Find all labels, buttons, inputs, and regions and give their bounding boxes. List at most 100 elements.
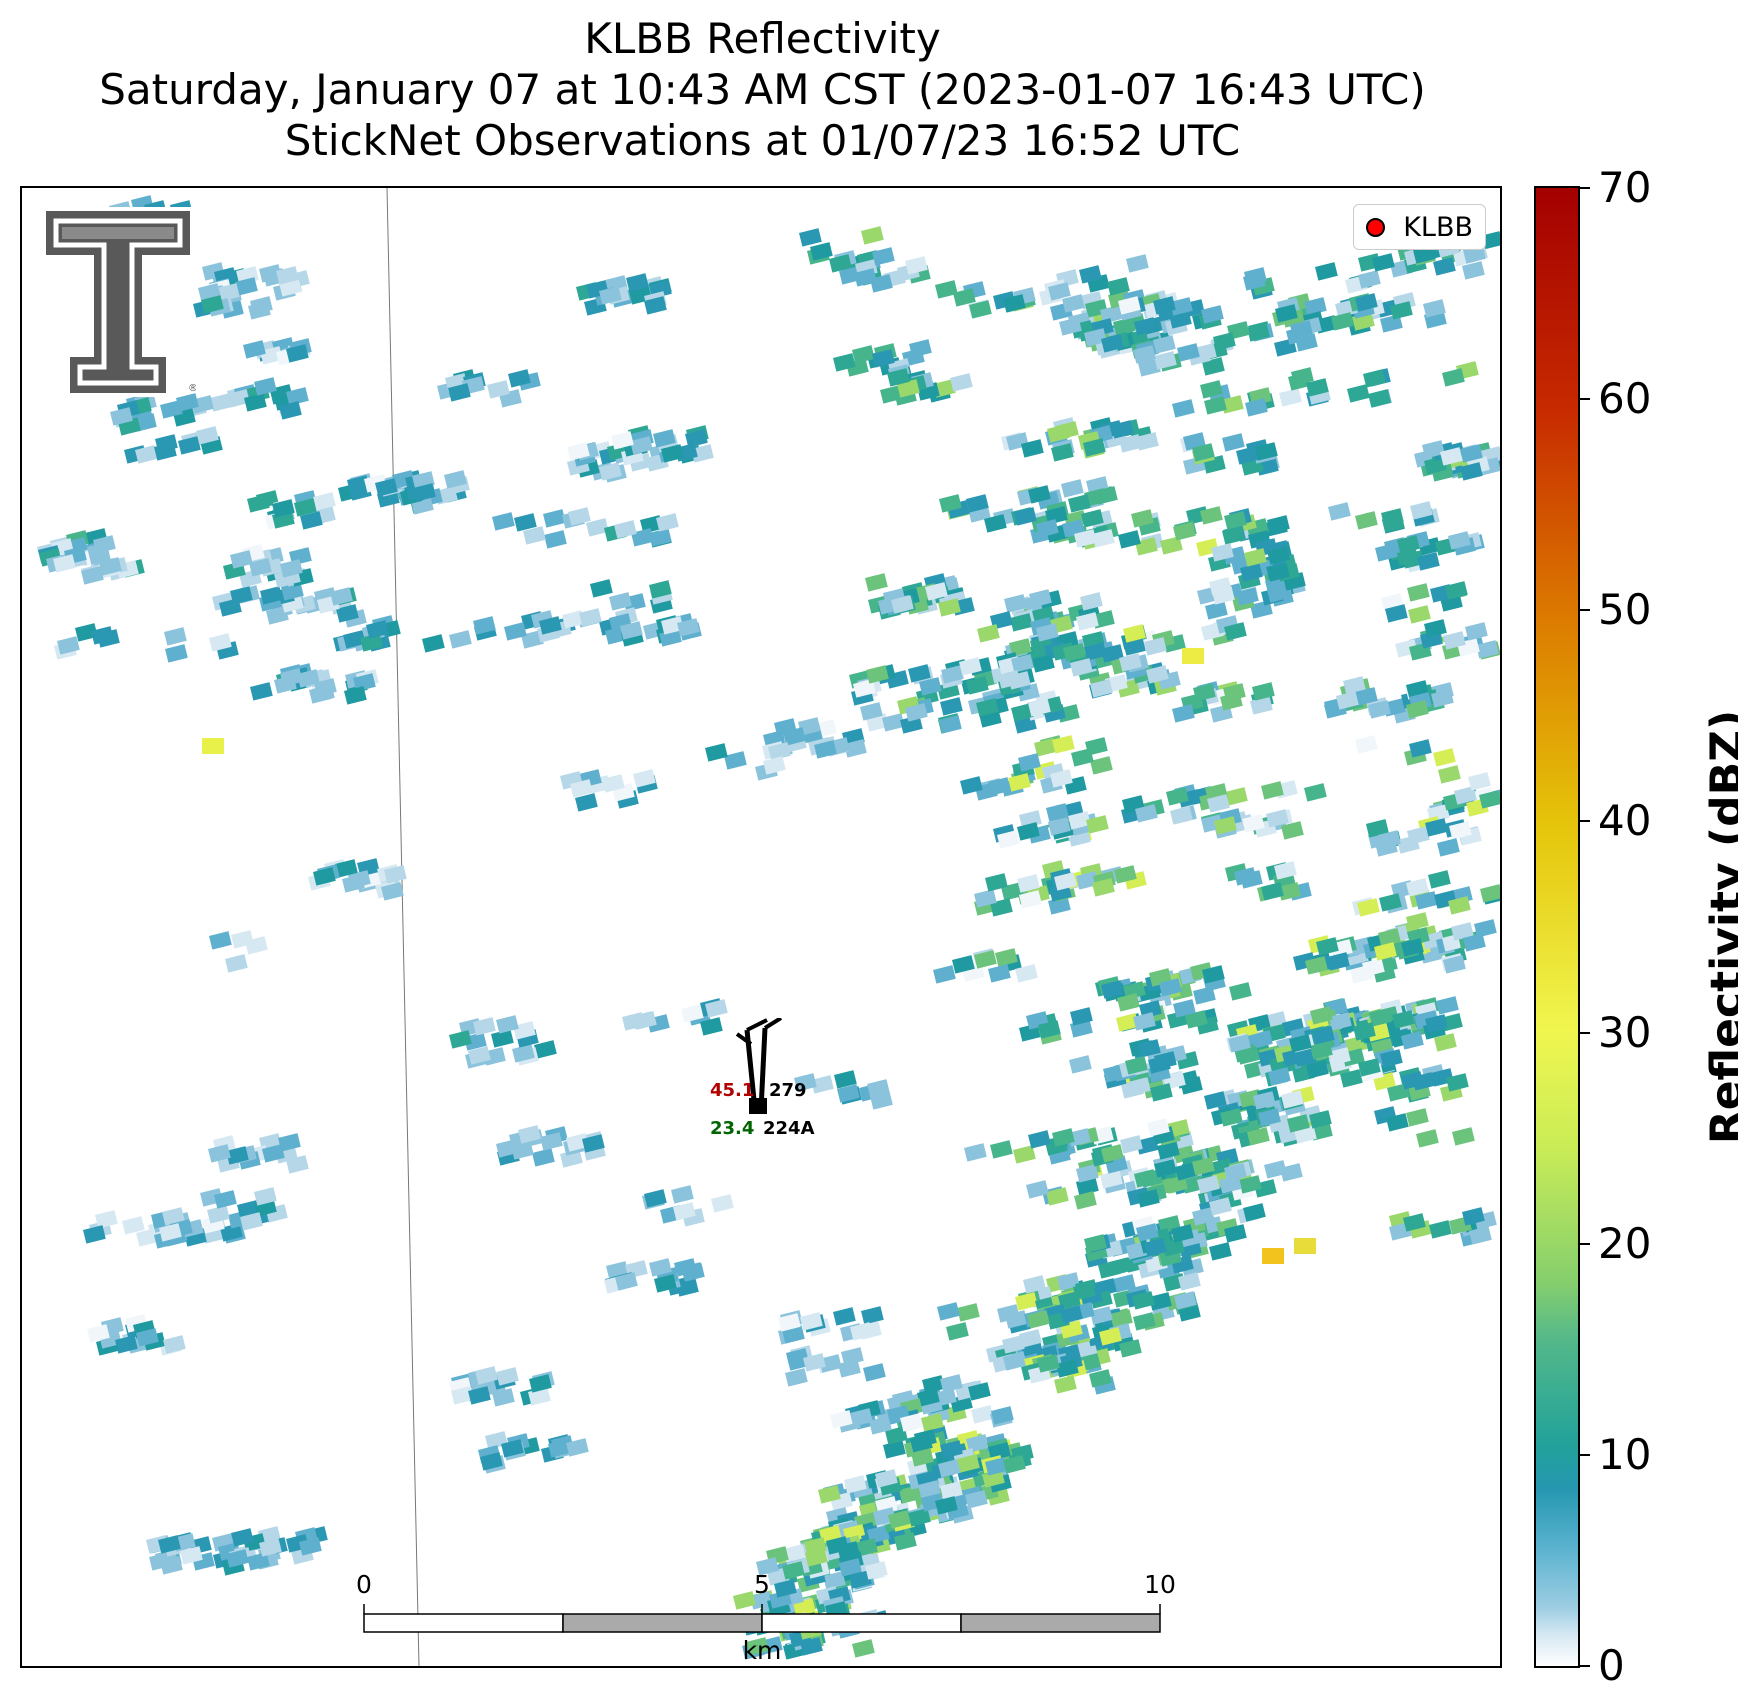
reflectivity-pixel (1245, 398, 1268, 417)
reflectivity-pixel (615, 1272, 638, 1291)
reflectivity-pixel (1406, 1108, 1429, 1127)
reflectivity-pixel (1454, 786, 1477, 805)
reflectivity-pixel (673, 1202, 696, 1221)
colorbar-tick-label: 10 (1598, 1429, 1652, 1479)
reflectivity-pixel (1018, 753, 1041, 772)
reflectivity-pixel (988, 964, 1011, 983)
reflectivity-pixel (1311, 1026, 1335, 1045)
reflectivity-pixel (1452, 1127, 1475, 1146)
reflectivity-pixel (644, 1189, 667, 1208)
reflectivity-pixel (86, 542, 110, 561)
colorbar-tick-label: 50 (1598, 585, 1652, 635)
reflectivity-pixel (160, 400, 183, 419)
reflectivity-pixel (1279, 388, 1302, 407)
reflectivity-pixel (1061, 479, 1084, 498)
reflectivity-pixel (1262, 1248, 1284, 1264)
reflectivity-pixel (521, 630, 544, 649)
reflectivity-pixel (872, 349, 895, 368)
reflectivity-pixel (1220, 1108, 1243, 1127)
reflectivity-pixel (491, 1388, 515, 1407)
reflectivity-pixel (1092, 529, 1115, 548)
reflectivity-pixel (1046, 803, 1069, 822)
reflectivity-pixel (1193, 683, 1216, 702)
title-datetime: Saturday, January 07 at 10:43 AM CST (20… (99, 65, 1426, 114)
reflectivity-pixel (1236, 587, 1259, 606)
reflectivity-pixel (989, 1140, 1013, 1159)
reflectivity-pixel (756, 1557, 779, 1576)
reflectivity-pixel (908, 1508, 931, 1527)
reflectivity-pixel (136, 1328, 159, 1347)
reflectivity-pixel (566, 1133, 589, 1152)
reflectivity-pixel (1178, 1272, 1201, 1291)
reflectivity-pixel (1428, 870, 1451, 889)
reflectivity-pixel (988, 777, 1011, 796)
reflectivity-pixel (1239, 1175, 1262, 1194)
reflectivity-pixel (297, 669, 320, 688)
reflectivity-pixel (1023, 1275, 1046, 1294)
reflectivity-pixel (925, 582, 948, 601)
reflectivity-pixel (279, 559, 303, 578)
reflectivity-pixel (450, 1386, 474, 1405)
reflectivity-pixel (1182, 648, 1204, 664)
reflectivity-pixel (966, 494, 989, 513)
reflectivity-pixel (1017, 822, 1040, 841)
reflectivity-pixel (1079, 592, 1103, 611)
reflectivity-pixel (1136, 1223, 1159, 1242)
reflectivity-pixel (974, 950, 997, 969)
reflectivity-pixel (939, 715, 962, 734)
reflectivity-pixel (997, 830, 1020, 849)
reflectivity-pixel (1158, 978, 1182, 997)
reflectivity-pixel (1128, 1077, 1151, 1096)
reflectivity-pixel (1036, 519, 1059, 538)
reflectivity-pixel (1037, 1354, 1060, 1373)
reflectivity-pixel (1433, 257, 1456, 276)
reflectivity-pixel (1267, 563, 1290, 582)
reflectivity-pixel (1416, 1129, 1439, 1148)
reflectivity-pixel (1201, 305, 1224, 324)
reflectivity-pixel (1183, 432, 1206, 451)
reflectivity-pixel (1209, 1242, 1232, 1261)
reflectivity-pixel (922, 1375, 945, 1394)
colorbar-title: Reflectivity (dBZ) (1701, 709, 1738, 1145)
reflectivity-pixel (135, 445, 158, 464)
reflectivity-pixel (1090, 679, 1113, 698)
reflectivity-pixel (209, 931, 232, 950)
reflectivity-pixel (1294, 1048, 1317, 1067)
reflectivity-pixel (1328, 1047, 1351, 1066)
reflectivity-pixel (155, 434, 178, 453)
reflectivity-pixel (1135, 537, 1158, 556)
reflectivity-pixel (799, 228, 822, 247)
reflectivity-pixel (374, 478, 398, 497)
reflectivity-pixel (794, 1073, 817, 1092)
reflectivity-pixel (1111, 420, 1134, 439)
reflectivity-pixel (226, 1549, 249, 1568)
reflectivity-pixel (1309, 1110, 1332, 1129)
reflectivity-pixel (1425, 818, 1448, 837)
reflectivity-pixel (1266, 515, 1290, 534)
reflectivity-pixel (1136, 432, 1159, 451)
reflectivity-pixel (852, 345, 875, 364)
county-boundary (386, 188, 420, 1666)
reflectivity-pixel (976, 698, 999, 717)
reflectivity-pixel (1460, 462, 1483, 481)
reflectivity-pixel (1202, 965, 1225, 984)
radar-map[interactable]: ® KLBB 45.1 279 23.4 224A 0 5 (20, 186, 1502, 1668)
station-224A-id: 224A (763, 1118, 815, 1139)
reflectivity-pixel (1355, 293, 1378, 312)
reflectivity-pixel (1116, 1013, 1139, 1032)
reflectivity-pixel (1385, 1113, 1409, 1132)
reflectivity-pixel (1347, 384, 1370, 403)
reflectivity-pixel (1174, 1291, 1197, 1310)
reflectivity-pixel (838, 1359, 861, 1378)
reflectivity-pixel (960, 776, 983, 795)
reflectivity-pixel (805, 1548, 828, 1567)
reflectivity-pixel (250, 296, 273, 315)
reflectivity-pixel (1310, 1041, 1333, 1060)
reflectivity-pixel (579, 608, 602, 627)
reflectivity-pixel (280, 668, 303, 687)
reflectivity-pixel (562, 610, 585, 629)
reflectivity-pixel (1223, 683, 1246, 702)
reflectivity-pixel (231, 1528, 254, 1547)
reflectivity-pixel (180, 1546, 203, 1565)
reflectivity-pixel (1367, 700, 1391, 719)
